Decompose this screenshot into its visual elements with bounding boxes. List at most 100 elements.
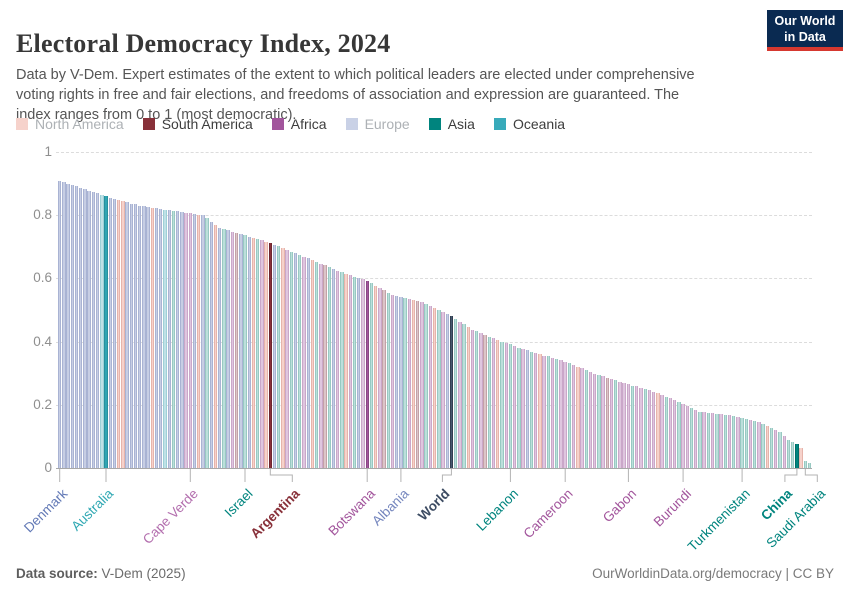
x-axis-label-world[interactable]: World [415,486,453,524]
bar[interactable] [445,314,449,468]
bar[interactable] [550,357,555,468]
bar[interactable] [420,302,424,468]
x-axis-label-cameroon[interactable]: Cameroon [520,486,576,542]
bar[interactable] [336,270,340,468]
bar-lebanon[interactable] [508,344,513,468]
bar[interactable] [289,251,294,468]
bar[interactable] [571,364,576,468]
bar[interactable] [95,193,100,468]
bar[interactable] [272,244,277,468]
bar[interactable] [171,210,176,468]
bar[interactable] [727,414,732,468]
bar[interactable] [580,368,584,468]
bar[interactable] [736,416,740,468]
bar[interactable] [769,427,774,468]
bar[interactable] [597,374,601,468]
x-axis-label-cape-verde[interactable]: Cape Verde [139,486,201,548]
x-axis-label-albania[interactable]: Albania [369,486,412,529]
bar[interactable] [635,386,639,468]
bar[interactable] [108,197,112,468]
bar[interactable] [576,366,580,468]
bar[interactable] [715,413,719,468]
bar[interactable] [382,290,386,468]
legend-item-south-america[interactable]: South America [142,116,253,132]
bar[interactable] [209,221,214,468]
bar[interactable] [277,246,281,468]
bar[interactable] [218,227,222,468]
bar[interactable] [807,462,812,468]
license-link[interactable]: OurWorldinData.org/democracy | CC BY [592,566,834,581]
legend-item-oceania[interactable]: Oceania [493,116,565,132]
bar[interactable] [685,406,690,468]
bar[interactable] [668,398,673,468]
bar[interactable] [331,268,336,468]
bar[interactable] [470,329,475,468]
bar-gabon[interactable] [626,384,631,468]
x-axis-label-gabon[interactable]: Gabon [599,486,639,526]
bar[interactable] [293,253,298,468]
bar[interactable] [83,189,87,468]
bar[interactable] [62,182,66,468]
bar[interactable] [630,385,635,468]
x-axis-label-australia[interactable]: Australia [68,486,117,534]
bar[interactable] [378,287,382,468]
bar[interactable] [285,249,289,468]
bar[interactable] [757,421,761,468]
bar-argentina[interactable] [268,243,272,468]
bar[interactable] [731,415,736,468]
legend-item-europe[interactable]: Europe [345,116,410,132]
x-axis-label-lebanon[interactable]: Lebanon [473,486,521,534]
x-axis-label-botswana[interactable]: Botswana [325,486,378,539]
bar[interactable] [407,299,411,468]
bar[interactable] [475,331,479,468]
bar[interactable] [546,356,551,468]
bar[interactable] [677,401,681,468]
bar[interactable] [327,267,331,468]
bar-saudi-arabia[interactable] [803,461,807,468]
bar-albania[interactable] [399,297,403,468]
bar[interactable] [719,413,723,468]
bar-world[interactable] [449,316,454,468]
bar[interactable] [403,297,407,468]
bar[interactable] [390,295,395,468]
bar[interactable] [352,276,357,468]
legend-item-asia[interactable]: Asia [428,116,475,132]
bar[interactable] [357,278,361,468]
bar[interactable] [213,224,218,468]
bar[interactable] [340,272,344,468]
bar[interactable] [87,190,91,468]
bar[interactable] [622,383,626,468]
x-axis-label-denmark[interactable]: Denmark [20,486,71,536]
bar[interactable] [66,183,70,468]
legend-item-north-america[interactable]: North America [16,116,124,132]
bar[interactable] [504,343,508,468]
bar-botswana[interactable] [365,280,369,468]
bar[interactable] [643,388,647,468]
bar[interactable] [479,333,483,468]
x-axis-label-burundi[interactable]: Burundi [650,486,694,530]
bar[interactable] [466,327,470,468]
x-axis-label-israel[interactable]: Israel [221,486,256,520]
bar[interactable] [184,212,188,468]
bar[interactable] [529,352,534,468]
bar[interactable] [116,199,121,468]
bar[interactable] [744,419,748,468]
bar[interactable] [761,423,765,468]
bar[interactable] [281,248,285,468]
bar[interactable] [458,321,462,468]
bar[interactable] [559,359,563,468]
bar[interactable] [491,338,496,468]
legend-item-africa[interactable]: Africa [271,116,327,132]
bar[interactable] [437,310,441,468]
bar[interactable] [533,353,538,468]
bar[interactable] [386,292,390,468]
bar[interactable] [753,420,757,468]
bar[interactable] [765,425,770,468]
bar[interactable] [453,318,458,468]
bar[interactable] [416,301,420,468]
bar[interactable] [247,236,251,468]
bar-burundi[interactable] [681,403,685,468]
bar[interactable] [150,207,155,468]
bar[interactable] [260,240,264,468]
bar[interactable] [411,300,416,468]
